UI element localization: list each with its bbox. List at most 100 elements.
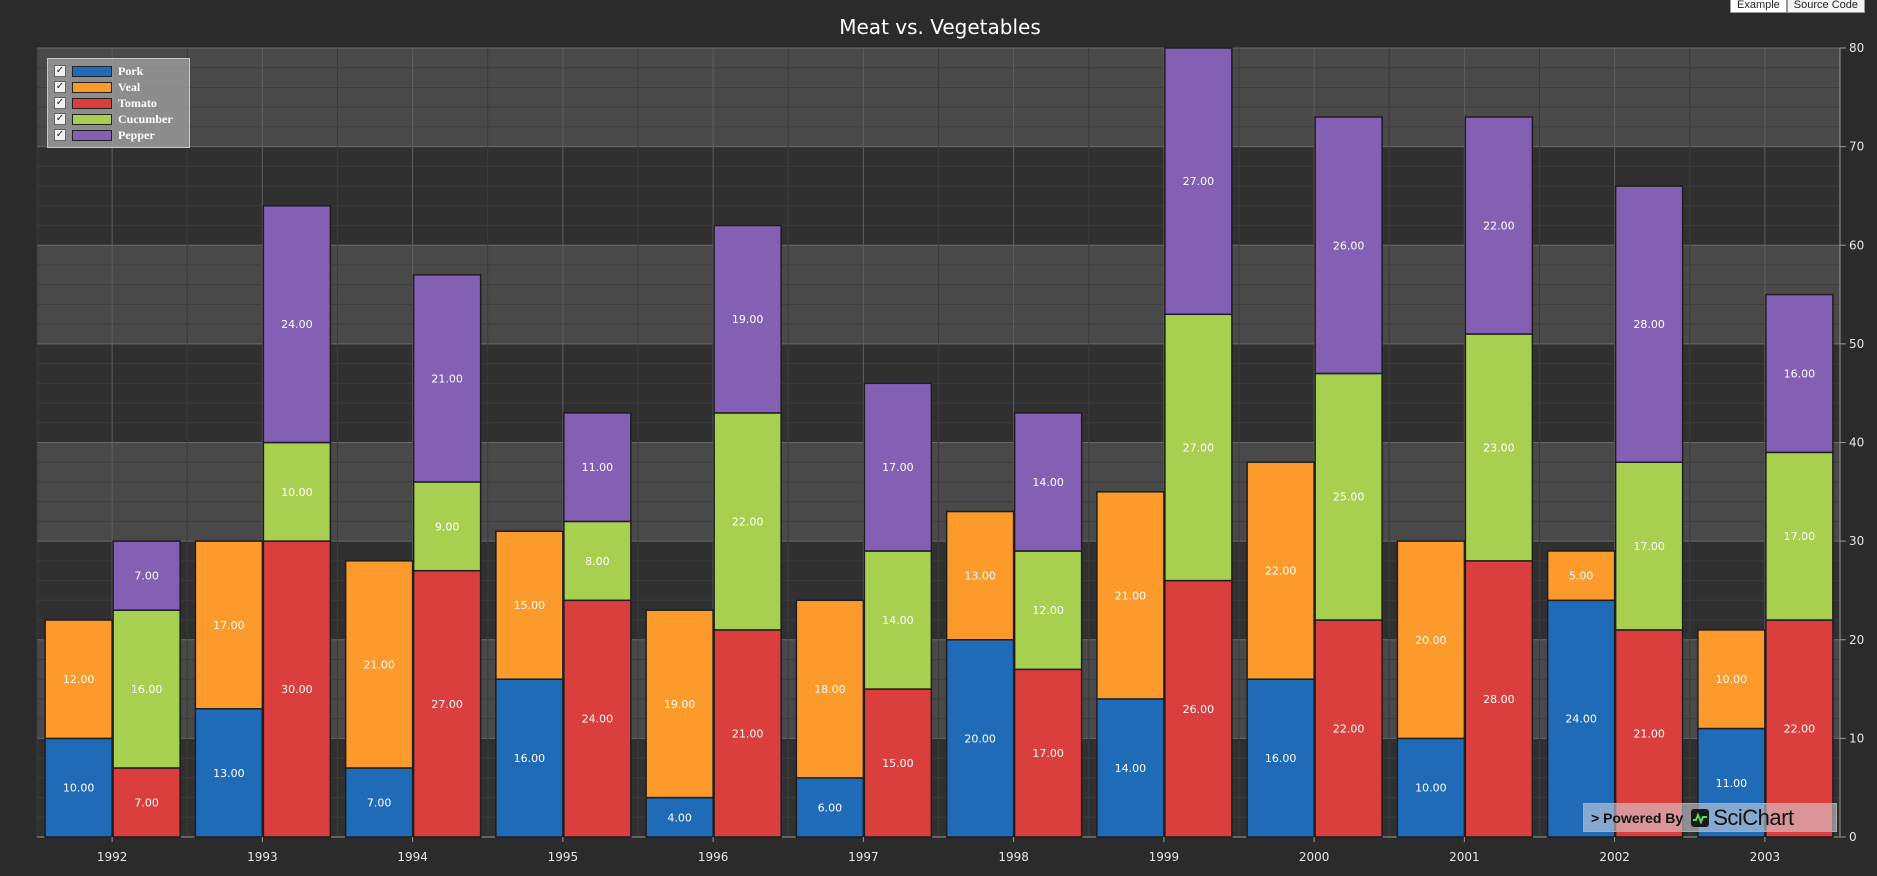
data-label: 17.00	[213, 619, 245, 632]
bar-tomato	[1765, 619, 1834, 838]
scichart-logo-icon	[1691, 808, 1710, 827]
bar-tomato	[1164, 579, 1233, 838]
tab-example[interactable]: Example	[1729, 0, 1787, 13]
data-label: 22.00	[1483, 220, 1515, 233]
data-label: 10.00	[63, 782, 95, 795]
bar-veal	[1246, 461, 1315, 680]
legend-checkbox[interactable]: ✓	[54, 81, 66, 93]
bar-veal	[1396, 540, 1466, 740]
data-label: 20.00	[964, 732, 996, 745]
bar-cucumber	[713, 412, 782, 631]
bar-cucumber	[1164, 313, 1233, 582]
tab-source-code[interactable]: Source Code	[1786, 0, 1865, 13]
bar-veal	[1697, 629, 1766, 730]
bar-veal	[795, 599, 865, 779]
data-label: 21.00	[1115, 589, 1147, 602]
legend-swatch	[72, 113, 112, 125]
data-label: 11.00	[1716, 777, 1748, 790]
data-label: 16.00	[514, 752, 546, 765]
legend-swatch	[72, 97, 112, 109]
bar-veal	[194, 540, 264, 710]
bar-pork	[795, 777, 865, 838]
data-label: 16.00	[1265, 752, 1297, 765]
bar-pepper	[1314, 116, 1383, 375]
data-label: 7.00	[367, 796, 392, 809]
y-tick-label: 20	[1849, 633, 1864, 647]
x-tick-label: 1997	[848, 850, 879, 864]
bar-pepper	[112, 540, 181, 611]
data-label: 26.00	[1183, 703, 1215, 716]
legend-item-veal[interactable]: ✓ Veal	[54, 79, 183, 95]
x-tick-label: 1992	[97, 850, 128, 864]
data-label: 5.00	[1569, 570, 1594, 583]
y-tick-label: 40	[1849, 436, 1864, 450]
legend-checkbox[interactable]: ✓	[54, 97, 66, 109]
legend-item-cucumber[interactable]: ✓ Cucumber	[54, 111, 183, 127]
bar-pork	[1096, 698, 1165, 838]
data-label: 4.00	[667, 811, 692, 824]
legend-swatch	[72, 129, 112, 141]
powered-by-text: > Powered By	[1591, 809, 1684, 826]
x-tick-label: 1994	[397, 850, 428, 864]
bar-cucumber	[1464, 333, 1534, 562]
bar-veal	[1096, 491, 1165, 700]
data-label: 21.00	[732, 727, 764, 740]
scichart-watermark[interactable]: > Powered By SciChart	[1583, 803, 1837, 832]
bar-tomato	[1464, 560, 1534, 838]
scichart-brand-text: SciChart	[1713, 804, 1794, 830]
legend-label: Pork	[118, 63, 144, 78]
bar-tomato	[863, 688, 933, 838]
legend-label: Pepper	[118, 127, 155, 142]
data-label: 23.00	[1483, 441, 1515, 454]
bar-pepper	[1614, 185, 1684, 463]
bar-tomato	[1314, 619, 1383, 838]
legend-item-tomato[interactable]: ✓ Tomato	[54, 95, 183, 111]
bar-tomato	[412, 569, 482, 838]
legend-item-pork[interactable]: ✓ Pork	[54, 63, 183, 79]
bar-pepper	[713, 224, 782, 414]
bar-veal	[1546, 550, 1616, 602]
bar-veal	[344, 560, 414, 769]
data-label: 10.00	[281, 486, 313, 499]
bar-tomato	[713, 629, 782, 838]
data-label: 17.00	[882, 461, 914, 474]
x-tick-label: 2000	[1299, 850, 1330, 864]
bar-pepper	[1765, 293, 1834, 454]
bar-pepper	[1464, 116, 1534, 335]
view-tabs: Example Source Code	[1729, 0, 1865, 13]
data-label: 11.00	[582, 461, 614, 474]
data-label: 19.00	[732, 313, 764, 326]
data-label: 21.00	[363, 658, 395, 671]
data-label: 21.00	[431, 372, 463, 385]
legend-item-pepper[interactable]: ✓ Pepper	[54, 127, 183, 143]
data-label: 25.00	[1333, 491, 1365, 504]
legend-swatch	[72, 65, 112, 77]
legend-checkbox[interactable]: ✓	[54, 113, 66, 125]
x-tick-label: 1995	[548, 850, 579, 864]
data-label: 17.00	[1784, 530, 1816, 543]
x-tick-label: 1993	[247, 850, 278, 864]
legend-checkbox[interactable]: ✓	[54, 65, 66, 77]
data-label: 28.00	[1483, 693, 1515, 706]
x-tick-label: 2002	[1599, 850, 1630, 864]
bar-pepper	[1013, 412, 1083, 552]
bar-pepper	[262, 205, 332, 444]
x-tick-label: 1996	[698, 850, 729, 864]
data-label: 17.00	[1032, 747, 1064, 760]
data-label: 21.00	[1633, 727, 1665, 740]
y-tick-label: 50	[1849, 337, 1864, 351]
bar-cucumber	[563, 520, 632, 602]
bar-cucumber	[1765, 451, 1834, 621]
y-tick-label: 30	[1849, 534, 1864, 548]
data-label: 18.00	[814, 683, 846, 696]
bar-cucumber	[863, 550, 933, 690]
scichart-logo: SciChart	[1691, 804, 1794, 831]
bar-pepper	[1164, 47, 1233, 316]
data-label: 15.00	[882, 757, 914, 770]
chart-title: Meat vs. Vegetables	[839, 15, 1041, 39]
legend-checkbox[interactable]: ✓	[54, 129, 66, 141]
bar-cucumber	[1614, 461, 1684, 631]
data-label: 24.00	[281, 318, 313, 331]
y-tick-label: 60	[1849, 238, 1864, 252]
